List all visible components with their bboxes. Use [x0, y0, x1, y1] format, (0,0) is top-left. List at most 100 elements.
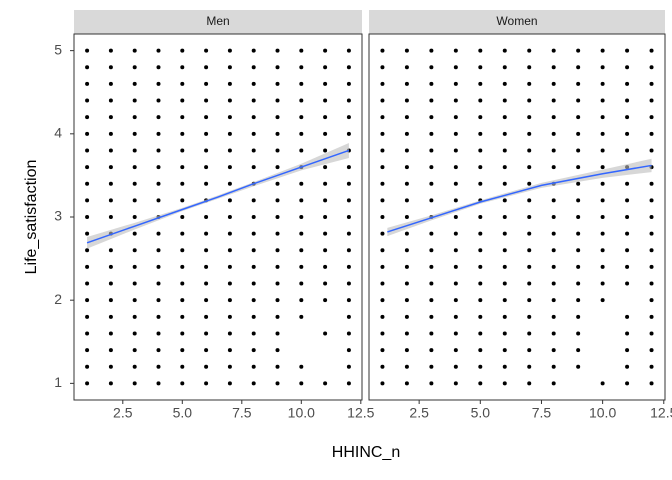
point [600, 65, 605, 70]
point [180, 231, 185, 236]
point [275, 148, 280, 153]
point [323, 148, 328, 153]
point [346, 298, 351, 303]
point [180, 331, 185, 336]
point [132, 81, 137, 86]
point [478, 98, 483, 103]
point [576, 131, 581, 136]
point [600, 98, 605, 103]
point [649, 115, 654, 120]
point [132, 215, 137, 219]
point [625, 381, 630, 386]
point [429, 181, 434, 186]
point [227, 215, 232, 219]
point [156, 115, 161, 120]
point [429, 81, 434, 86]
point [204, 165, 209, 170]
point [404, 198, 409, 203]
point [275, 181, 280, 186]
point [108, 314, 113, 319]
point [625, 65, 630, 70]
x-axis-label: HHINC_n [332, 444, 400, 461]
strip [369, 10, 665, 34]
point [156, 65, 161, 70]
point [108, 348, 113, 353]
point [478, 348, 483, 353]
point [323, 281, 328, 286]
point [625, 148, 630, 153]
point [299, 181, 304, 186]
point [502, 264, 507, 269]
point [429, 331, 434, 336]
point [576, 165, 581, 170]
point [502, 331, 507, 336]
point [380, 314, 385, 319]
point [227, 314, 232, 319]
point [156, 248, 161, 253]
point [346, 231, 351, 236]
point [625, 348, 630, 353]
point [227, 148, 232, 153]
point [649, 248, 654, 253]
point [323, 298, 328, 303]
point [156, 98, 161, 103]
point [478, 165, 483, 170]
point [600, 81, 605, 86]
point [429, 314, 434, 319]
point [429, 65, 434, 70]
point [576, 81, 581, 86]
point [429, 364, 434, 369]
point [346, 248, 351, 253]
point [527, 215, 532, 219]
point [551, 131, 556, 136]
point [85, 298, 90, 303]
point [453, 131, 458, 136]
point [576, 331, 581, 336]
point [108, 81, 113, 86]
point [429, 298, 434, 303]
point [132, 165, 137, 170]
point [478, 298, 483, 303]
point [429, 248, 434, 253]
point [299, 248, 304, 253]
point [323, 264, 328, 269]
point [551, 148, 556, 153]
point [576, 348, 581, 353]
point [204, 281, 209, 286]
point [180, 264, 185, 269]
point [404, 298, 409, 303]
point [227, 331, 232, 336]
point [275, 331, 280, 336]
point [502, 98, 507, 103]
point [551, 98, 556, 103]
point [478, 65, 483, 70]
point [649, 198, 654, 203]
point [600, 181, 605, 186]
point [251, 165, 256, 170]
point [85, 65, 90, 70]
point [404, 264, 409, 269]
point [551, 48, 556, 53]
point [502, 48, 507, 53]
y-tick-label: 2 [54, 291, 62, 307]
point [453, 381, 458, 386]
x-tick-label: 10.0 [589, 405, 616, 421]
point [85, 115, 90, 120]
point [429, 131, 434, 136]
point [502, 198, 507, 203]
point [85, 48, 90, 53]
point [204, 231, 209, 236]
point [227, 381, 232, 386]
point [453, 81, 458, 86]
point [478, 181, 483, 186]
point [156, 165, 161, 170]
point [299, 281, 304, 286]
point [625, 231, 630, 236]
y-tick-label: 5 [54, 41, 62, 57]
point [551, 248, 556, 253]
point [275, 298, 280, 303]
point [204, 348, 209, 353]
point [551, 264, 556, 269]
point [404, 181, 409, 186]
